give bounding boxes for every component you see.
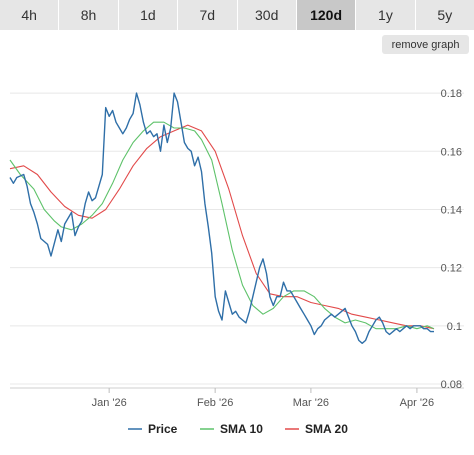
- y-axis-ticks: 0.08 0.1 0.12 0.14 0.16 0.18: [441, 88, 462, 391]
- x-tick-label: Apr '26: [400, 397, 435, 409]
- y-tick-label: 0.08: [441, 379, 462, 391]
- tab-1d[interactable]: 1d: [118, 0, 179, 30]
- grid-lines: [10, 92, 464, 389]
- y-tick-label: 0.16: [441, 146, 462, 158]
- tab-5y[interactable]: 5y: [415, 0, 474, 30]
- x-axis-ticks: Jan '26 Feb '26 Mar '26 Apr '26: [92, 388, 435, 409]
- legend-label-price: Price: [148, 422, 178, 436]
- series-line-sma20: [9, 124, 435, 330]
- y-tick-label: 0.1: [447, 321, 462, 333]
- x-tick-label: Feb '26: [197, 397, 233, 409]
- tab-1y[interactable]: 1y: [356, 0, 416, 30]
- remove-graph-button[interactable]: remove graph: [382, 35, 469, 54]
- tab-4h[interactable]: 4h: [0, 0, 60, 30]
- time-range-tabs: 4h 8h 1d 7d 30d 120d 1y 5y: [0, 0, 474, 30]
- legend-label-sma20: SMA 20: [305, 422, 348, 436]
- price-chart: 0.08 0.1 0.12 0.14 0.16 0.18 Jan '26 Feb '26 Ma…: [9, 88, 464, 436]
- y-tick-label: 0.12: [441, 263, 462, 275]
- tab-120d[interactable]: 120d: [296, 0, 357, 30]
- series-line-price: [9, 92, 434, 344]
- tab-30d[interactable]: 30d: [237, 0, 297, 30]
- x-tick-label: Jan '26: [92, 397, 127, 409]
- legend: Price SMA 10 SMA 20: [128, 422, 348, 436]
- tab-7d[interactable]: 7d: [178, 0, 238, 30]
- legend-label-sma10: SMA 10: [220, 422, 263, 436]
- tab-8h[interactable]: 8h: [59, 0, 119, 30]
- y-tick-label: 0.18: [441, 88, 462, 100]
- series-lines: [9, 92, 435, 344]
- series-line-sma10: [9, 121, 435, 330]
- x-tick-label: Mar '26: [293, 397, 329, 409]
- y-tick-label: 0.14: [441, 204, 462, 216]
